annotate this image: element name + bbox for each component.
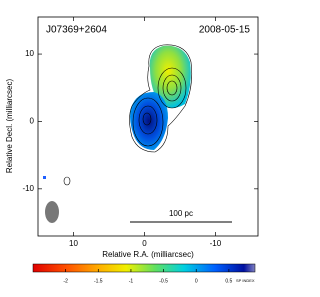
y-axis-label: Relative Decl. (milliarcsec) xyxy=(5,79,14,174)
plot-frame xyxy=(37,16,259,237)
contour xyxy=(162,74,182,102)
contour xyxy=(142,112,152,126)
x-tick-label: 10 xyxy=(69,239,78,248)
y-tick-label: -10 xyxy=(22,184,34,193)
colorbar-tick-label: 0.5 xyxy=(225,278,232,284)
x-tick-label: 0 xyxy=(142,239,147,248)
contour xyxy=(63,176,71,186)
source-name: J07369+2604 xyxy=(46,25,107,36)
colorbar-label: SP INDEX xyxy=(236,278,255,283)
x-tick-label: -10 xyxy=(210,239,222,248)
component xyxy=(43,176,46,179)
contour xyxy=(138,105,158,135)
image xyxy=(43,44,232,223)
epoch: 2008-05-15 xyxy=(199,25,251,36)
y-tick-label: 0 xyxy=(30,117,35,126)
colorbar-tick-label: 0 xyxy=(195,278,198,284)
scale-label: 100 pc xyxy=(169,209,193,218)
contour xyxy=(166,80,178,96)
colorbar-tick-label: -1.5 xyxy=(94,278,103,284)
colorbar-tick-label: -1 xyxy=(129,278,134,284)
contour xyxy=(129,44,193,153)
contour xyxy=(132,97,164,147)
component xyxy=(130,92,168,150)
y-tick-label: 10 xyxy=(25,49,34,58)
colorbar xyxy=(32,263,256,273)
beam xyxy=(45,201,59,223)
colorbar-tick-label: -2 xyxy=(63,278,68,284)
chart: J07369+2604 2008-05-15 100 pc Relative R… xyxy=(5,16,259,284)
contour xyxy=(157,67,187,109)
x-axis-label: Relative R.A. (milliarcsec) xyxy=(102,250,194,259)
colorbar-tick-label: -0.5 xyxy=(159,278,168,284)
